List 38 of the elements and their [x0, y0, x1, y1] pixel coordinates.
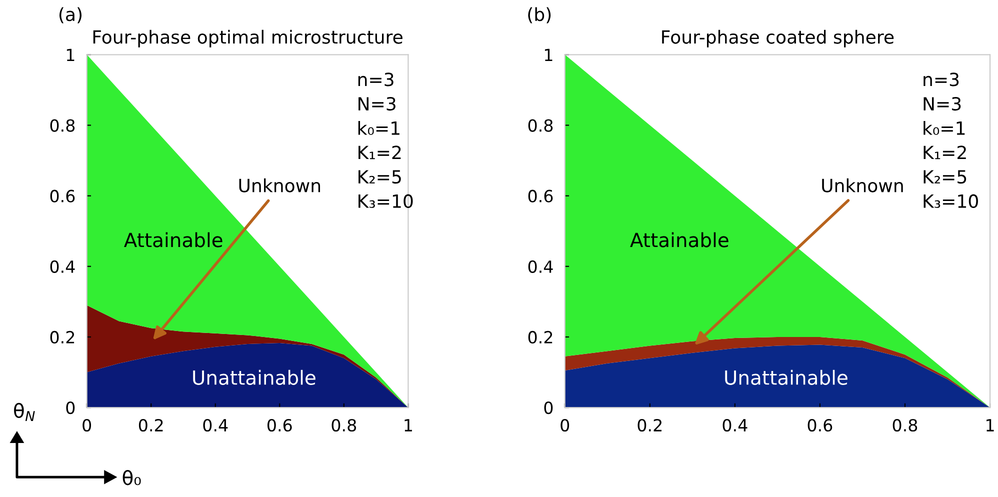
- text: (b): [528, 7, 551, 24]
- x-tick-label: 0: [560, 418, 570, 432]
- chart-title: Four-phase optimal microstructure: [93, 30, 402, 48]
- series-label: Attainable: [630, 232, 728, 248]
- x-tick-label: 0.6: [808, 418, 832, 432]
- annotation: n=3 N=3 k₀=1 K₁=2 K₂=5 K₃=10: [358, 72, 413, 208]
- x-tick-label: 0.4: [722, 418, 748, 432]
- series-label: Unattainable: [193, 370, 316, 385]
- y-tick-label: 0.4: [50, 260, 75, 273]
- y-tick-label: 0.2: [50, 330, 74, 344]
- text: (a): [59, 7, 82, 24]
- x-tick-label: 1: [404, 419, 412, 432]
- y-tick-label: 1: [66, 48, 74, 61]
- y-tick-label: 0: [544, 402, 553, 414]
- x-tick-label: 0: [82, 418, 92, 432]
- x-tick-label: 1: [986, 419, 994, 432]
- x-tick-label: 0.4: [203, 418, 228, 432]
- series-label: Unattainable: [725, 370, 848, 385]
- text: Unknown: [239, 178, 320, 192]
- annotation: n=3 N=3 k₀=1 K₁=2 K₂=5 K₃=10: [924, 72, 978, 208]
- y-tick-label: 0.6: [50, 190, 75, 202]
- text: Unknown: [822, 178, 903, 192]
- chart-title: Four-phase coated sphere: [662, 30, 894, 48]
- y-axis-title: θ$_{N}$: [14, 402, 35, 422]
- x-tick-label: 0.6: [267, 418, 292, 432]
- x-tick-label: 0.8: [332, 418, 356, 432]
- y-tick-label: 0.6: [528, 190, 553, 202]
- x-tick-label: 0.8: [892, 418, 918, 432]
- y-tick-label: 0: [66, 402, 75, 414]
- x-axis-title: θ₀: [122, 470, 141, 486]
- y-tick-label: 1: [544, 48, 552, 61]
- series-label: Attainable: [124, 232, 222, 248]
- x-tick-label: 0.2: [638, 418, 662, 432]
- y-tick-label: 0.2: [528, 330, 552, 344]
- x-tick-label: 0.2: [138, 418, 163, 432]
- y-tick-label: 0.8: [528, 119, 553, 132]
- y-tick-label: 0.8: [50, 119, 75, 132]
- y-tick-label: 0.4: [528, 260, 553, 273]
